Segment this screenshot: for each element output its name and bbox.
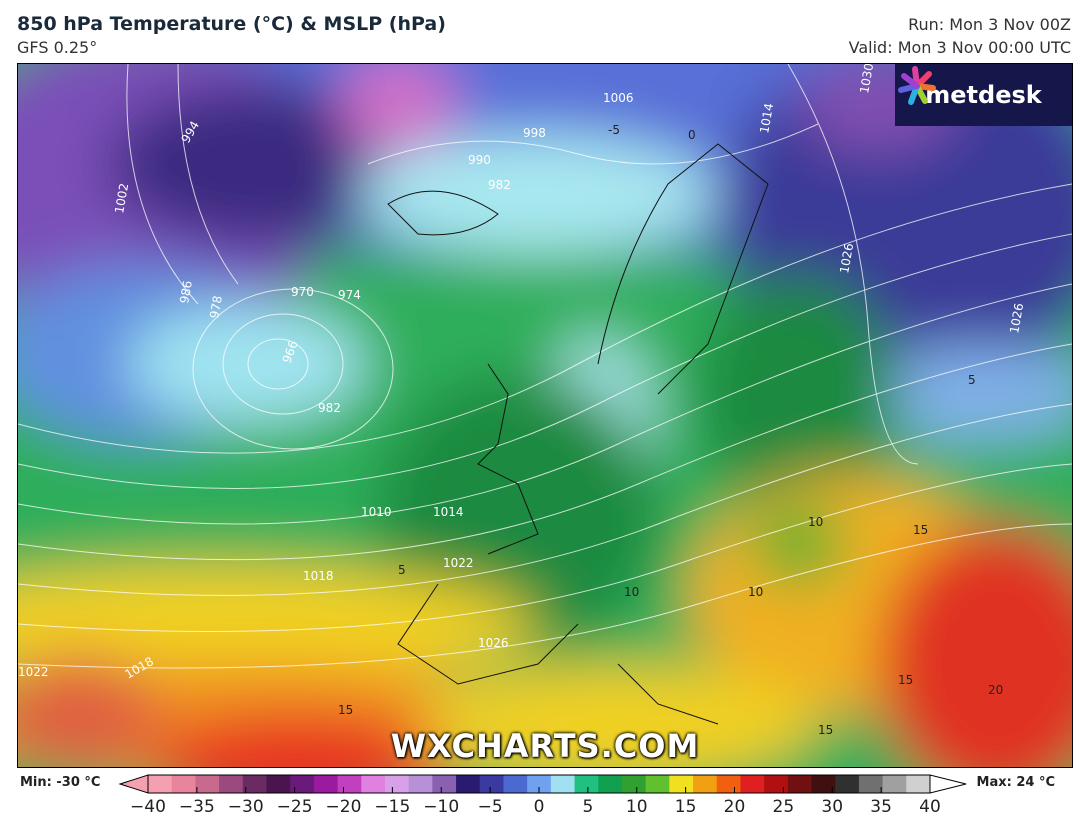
color-bar-segment (598, 775, 623, 793)
watermark: WXCHARTS.COM (390, 727, 700, 765)
logo-text: metdesk (925, 81, 1042, 109)
isobar-label: 1022 (443, 556, 474, 570)
isobar-label: 990 (468, 153, 491, 167)
color-bar-segment (313, 775, 339, 793)
temperature-label: 0 (688, 128, 696, 142)
isobar-label: 1030 (857, 64, 876, 95)
isobar-label: 998 (523, 126, 546, 140)
color-bar-tick-label: −15 (374, 797, 411, 817)
chart-title: 850 hPa Temperature (°C) & MSLP (hPa) (17, 13, 446, 35)
temperature-label: 10 (808, 515, 823, 529)
color-bar-tick-label: 25 (772, 797, 795, 817)
color-bar-tick-label: −25 (276, 797, 313, 817)
color-bar-segment (858, 775, 884, 793)
color-bar-segment (550, 775, 576, 793)
temperature-label: 5 (398, 563, 406, 577)
temperature-label: -5 (608, 123, 620, 137)
temperature-label: 15 (898, 673, 913, 687)
color-bar-max-arrow (929, 774, 967, 794)
color-bar-segment (811, 775, 836, 793)
color-bar-segment (693, 775, 718, 793)
isobar-label: 1010 (361, 505, 392, 519)
legend-max: Max: 24 °C (976, 775, 1055, 790)
isobar-label: 1014 (757, 102, 776, 135)
color-bar-segment (503, 775, 528, 793)
isobar-label: 1006 (603, 91, 634, 105)
color-bar-segment (574, 775, 599, 793)
color-bar-tick-label: 10 (625, 797, 648, 817)
color-bar-segment (479, 775, 504, 793)
temperature-label: 10 (748, 585, 763, 599)
metdesk-logo: metdesk (895, 64, 1072, 126)
isobar-label: 970 (291, 285, 314, 299)
color-bar-segment (835, 775, 860, 793)
color-bar-segment (408, 775, 433, 793)
isobar-label: 1014 (433, 505, 464, 519)
color-bar-tick-label: −20 (325, 797, 362, 817)
color-bar-segment (195, 775, 220, 793)
color-bar-segment (669, 775, 694, 793)
isobar-label: 974 (338, 288, 361, 302)
color-bar-tick-label: 40 (919, 797, 941, 817)
color-bar-tick-label: 0 (533, 797, 545, 817)
color-bar-tick-label: −10 (423, 797, 460, 817)
temperature-label: 5 (968, 373, 976, 387)
temperature-label: 15 (338, 703, 353, 717)
color-bar-min-arrow (118, 774, 149, 794)
color-bar-segment (290, 775, 315, 793)
color-bar-segment (148, 775, 173, 793)
color-bar-segment (621, 775, 647, 793)
color-bar-segment (740, 775, 765, 793)
isobar-label: 978 (207, 295, 225, 320)
color-bar-segment (219, 775, 244, 793)
color-bar-segment (764, 775, 789, 793)
color-bar-tick-label: 5 (582, 797, 594, 817)
isobar-label: 1022 (18, 665, 49, 679)
color-bar-segment (716, 775, 741, 793)
temperature-label: 15 (913, 523, 928, 537)
color-bar-tick-label: 20 (723, 797, 746, 817)
isobar-label: 1026 (1007, 302, 1026, 335)
metdesk-flower-icon (898, 66, 936, 105)
isobar-label: 1002 (112, 182, 131, 215)
coastlines (387, 143, 769, 725)
temperature-label: 20 (988, 683, 1003, 697)
color-bar-tick-label: −5 (477, 797, 503, 817)
weather-map[interactable]: 970 974 966 982 1010 1014 1022 1018 1026 1002 994 9… (17, 63, 1073, 768)
color-bar-segment (384, 775, 410, 793)
isobar-label: 982 (488, 178, 511, 192)
color-bar-segment (645, 775, 670, 793)
color-bar-tick-label: −40 (130, 797, 166, 817)
color-bar-tick-label: 35 (870, 797, 892, 817)
model-label: GFS 0.25° (17, 38, 98, 57)
color-bar-segment (337, 775, 362, 793)
color-bar-segment (527, 775, 552, 793)
temperature-label: 15 (818, 723, 833, 737)
color-bar-segment (882, 775, 907, 793)
valid-time: Valid: Mon 3 Nov 00:00 UTC (848, 38, 1071, 57)
color-bar-segment (906, 775, 931, 793)
isobars (18, 64, 1072, 669)
isobar-label: 1018 (303, 569, 334, 583)
isobar-label: 1026 (478, 636, 509, 650)
color-bar-tick-label: −30 (227, 797, 264, 817)
color-bar-segment (456, 775, 481, 793)
color-bar-tick-label: 15 (674, 797, 697, 817)
isobar-label: 982 (318, 401, 341, 415)
legend-min: Min: -30 °C (20, 775, 101, 790)
color-bar-segment (361, 775, 386, 793)
color-bar (118, 774, 967, 794)
color-bar-tick-label: −35 (178, 797, 215, 817)
color-bar-segment (242, 775, 267, 793)
isobar-label: 986 (177, 280, 195, 305)
run-time: Run: Mon 3 Nov 00Z (908, 15, 1071, 34)
color-bar-tick-label: 30 (821, 797, 844, 817)
temperature-label: 10 (624, 585, 639, 599)
color-bar-segment (266, 775, 291, 793)
color-bar-segment (787, 775, 813, 793)
isobar-label: 1026 (837, 242, 856, 275)
color-bar-segment (171, 775, 196, 793)
color-bar-segment (432, 775, 457, 793)
